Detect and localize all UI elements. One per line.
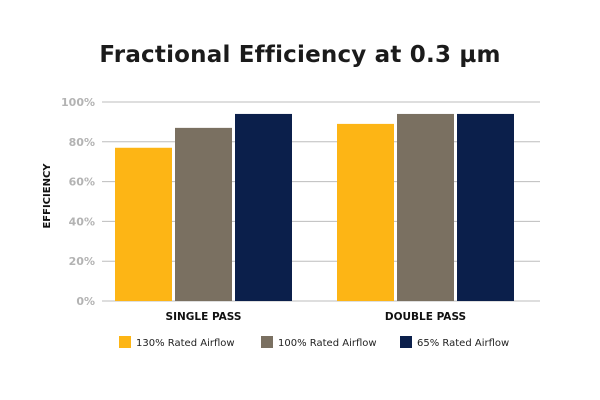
x-tick-label: SINGLE PASS — [166, 311, 242, 323]
y-tick-label: 20% — [69, 255, 95, 268]
legend-swatch — [261, 336, 273, 348]
bar-single-pass-0 — [115, 147, 172, 301]
bar-double-pass-1 — [397, 113, 454, 301]
legend-swatch — [119, 336, 131, 348]
y-axis-label: EFFICIENCY — [42, 163, 53, 229]
bar-double-pass-2 — [457, 113, 514, 301]
y-tick-label: 60% — [69, 176, 95, 189]
legend-label: 65% Rated Airflow — [417, 338, 509, 349]
legend-label: 130% Rated Airflow — [136, 338, 235, 349]
bar-single-pass-1 — [175, 127, 232, 302]
y-tick-label: 0% — [76, 295, 95, 308]
y-tick-label: 40% — [69, 215, 95, 228]
bar-double-pass-0 — [337, 123, 394, 301]
bar-single-pass-2 — [235, 113, 292, 301]
legend-label: 100% Rated Airflow — [278, 338, 377, 349]
x-tick-label: DOUBLE PASS — [385, 311, 466, 323]
y-tick-label: 100% — [61, 96, 95, 109]
chart-title: Fractional Efficiency at 0.3 µm — [99, 42, 501, 68]
y-tick-label: 80% — [69, 136, 95, 149]
legend-swatch — [400, 336, 412, 348]
